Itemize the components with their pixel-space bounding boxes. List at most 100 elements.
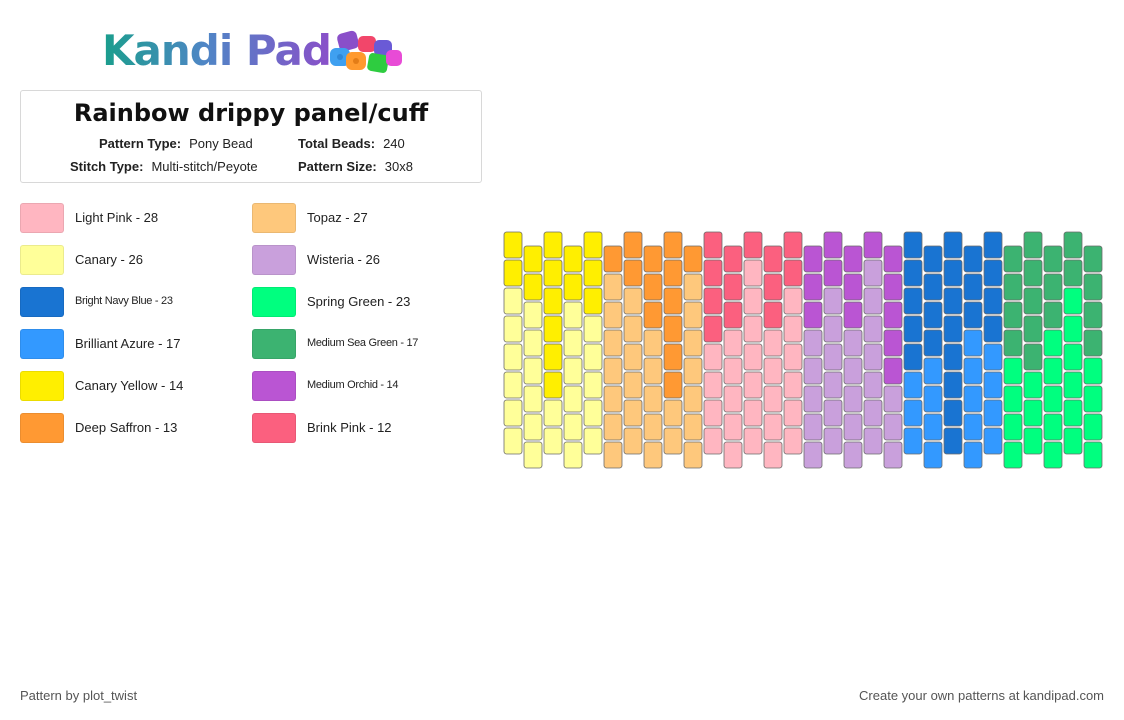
bead: [843, 385, 863, 413]
legend-item: Medium Orchid - 14: [252, 371, 472, 403]
bead: [1083, 385, 1103, 413]
kandipad-link[interactable]: Create your own patterns at kandipad.com: [859, 688, 1104, 703]
bead: [643, 273, 663, 301]
bead: [743, 343, 763, 371]
bead: [963, 329, 983, 357]
bead: [923, 413, 943, 441]
bead: [523, 413, 543, 441]
bead: [623, 259, 643, 287]
bead: [543, 231, 563, 259]
bead: [743, 371, 763, 399]
bead: [943, 343, 963, 371]
bead: [603, 329, 623, 357]
bead: [783, 231, 803, 259]
bead: [543, 259, 563, 287]
bead: [1043, 441, 1063, 469]
bead: [763, 329, 783, 357]
bead: [703, 427, 723, 455]
bead: [943, 231, 963, 259]
color-swatch: [20, 287, 64, 317]
bead: [1063, 259, 1083, 287]
bead: [1023, 259, 1043, 287]
bead: [703, 399, 723, 427]
bead: [943, 371, 963, 399]
bead: [723, 273, 743, 301]
bead: [1003, 385, 1023, 413]
bead: [823, 399, 843, 427]
bead: [523, 385, 543, 413]
bead: [1023, 371, 1043, 399]
bead: [723, 441, 743, 469]
bead: [583, 427, 603, 455]
bead: [923, 441, 943, 469]
bead: [543, 427, 563, 455]
bead: [1063, 315, 1083, 343]
bead: [503, 259, 523, 287]
pattern-info-card: Rainbow drippy panel/cuff Pattern Type: P…: [20, 90, 482, 183]
bead: [663, 231, 683, 259]
color-swatch: [252, 371, 296, 401]
bead: [843, 329, 863, 357]
bead: [863, 231, 883, 259]
bead: [663, 371, 683, 399]
bead: [503, 427, 523, 455]
bead: [983, 315, 1003, 343]
legend-label: Deep Saffron - 13: [75, 420, 178, 435]
bead: [1023, 231, 1043, 259]
bead: [743, 231, 763, 259]
bead: [803, 245, 823, 273]
color-swatch: [20, 329, 64, 359]
bead: [1023, 287, 1043, 315]
bead: [543, 371, 563, 399]
bead: [523, 329, 543, 357]
bead: [563, 329, 583, 357]
bead: [903, 399, 923, 427]
bead: [923, 301, 943, 329]
bead: [503, 399, 523, 427]
legend-label: Medium Orchid - 14: [307, 379, 399, 391]
bead: [523, 273, 543, 301]
bead: [1023, 343, 1043, 371]
bead: [603, 441, 623, 469]
bead: [583, 343, 603, 371]
bead: [703, 371, 723, 399]
bead: [783, 371, 803, 399]
bead: [883, 245, 903, 273]
bead: [963, 385, 983, 413]
legend-item: Topaz - 27: [252, 203, 472, 235]
brand-name: Kandi Pad: [102, 26, 332, 75]
bead: [763, 245, 783, 273]
bead: [763, 441, 783, 469]
stitch-type-label: Stitch Type:: [70, 159, 144, 174]
bead: [743, 287, 763, 315]
bead: [503, 343, 523, 371]
bead: [863, 371, 883, 399]
bead: [703, 287, 723, 315]
bead: [783, 259, 803, 287]
bead: [583, 287, 603, 315]
bead: [543, 287, 563, 315]
bead: [843, 413, 863, 441]
bead: [1083, 273, 1103, 301]
bead: [943, 315, 963, 343]
bead: [983, 259, 1003, 287]
bead: [1063, 287, 1083, 315]
bead: [503, 231, 523, 259]
bead: [843, 245, 863, 273]
bead: [563, 273, 583, 301]
bead: [683, 385, 703, 413]
bead: [1083, 441, 1103, 469]
bead: [983, 399, 1003, 427]
bead: [783, 343, 803, 371]
bead: [603, 245, 623, 273]
bead: [923, 245, 943, 273]
bead: [903, 371, 923, 399]
bead: [923, 273, 943, 301]
legend-label: Spring Green - 23: [307, 294, 411, 309]
stitch-type: Stitch Type: Multi-stitch/Peyote: [70, 159, 258, 174]
pattern-type-value: Pony Bead: [189, 136, 253, 151]
bead: [643, 301, 663, 329]
color-swatch: [252, 413, 296, 443]
bead: [543, 399, 563, 427]
bead: [783, 315, 803, 343]
